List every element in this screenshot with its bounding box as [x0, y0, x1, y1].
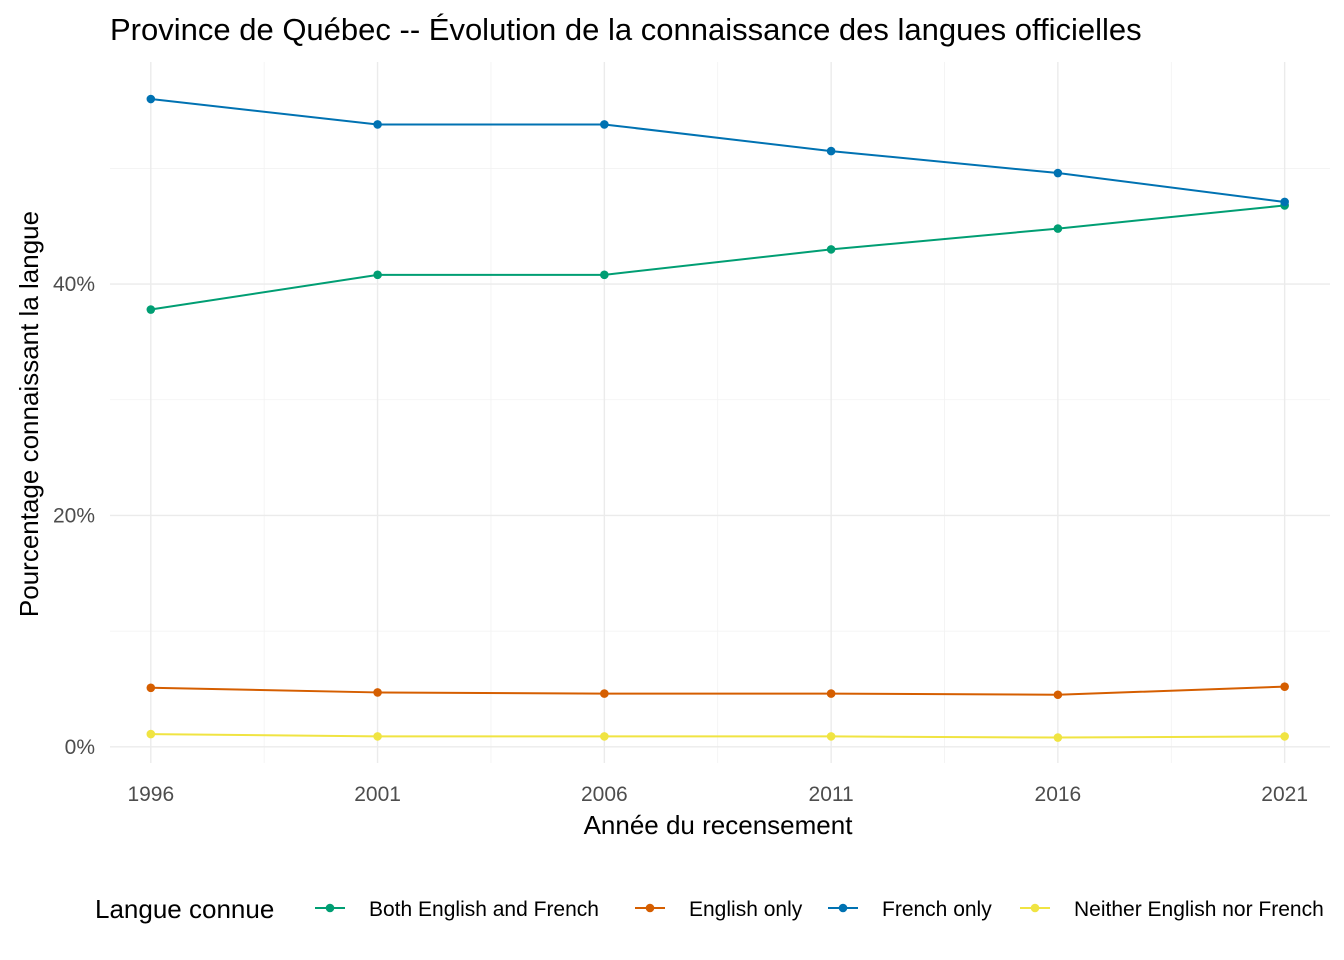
series-points	[146, 94, 1289, 742]
data-point-english-only	[1053, 690, 1063, 700]
data-point-both-english-and-french	[146, 305, 156, 314]
x-axis-tick-labels: 1996 2001 2006 2011 2016 2021	[127, 783, 1308, 806]
y-tick-label: 20%	[53, 504, 95, 527]
data-point-neither-english-nor-french	[1280, 732, 1289, 741]
data-point-french-only	[146, 94, 156, 104]
series-line-both-english-and-french	[150, 204, 1285, 311]
x-tick-label: 1996	[127, 783, 174, 806]
data-point-both-english-and-french	[1053, 224, 1063, 233]
legend-key-point-english-only	[645, 903, 655, 913]
chart-title: Province de Québec -- Évolution de la co…	[110, 12, 1142, 47]
y-tick-label: 40%	[53, 273, 95, 296]
data-point-french-only	[600, 120, 609, 129]
data-point-english-only	[1280, 682, 1289, 691]
data-point-english-only	[146, 683, 156, 693]
x-tick-label: 2011	[809, 783, 854, 806]
data-point-english-only	[600, 689, 609, 698]
data-point-neither-english-nor-french	[146, 729, 156, 739]
legend-key-point-french-only	[838, 903, 848, 913]
data-point-french-only	[373, 120, 382, 129]
data-point-both-english-and-french	[600, 270, 609, 280]
x-tick-label: 2001	[354, 783, 401, 806]
data-point-english-only	[826, 689, 836, 698]
legend-label-french-only: French only	[882, 898, 992, 921]
x-axis-title: Année du recensement	[584, 810, 854, 840]
series-lines	[150, 98, 1285, 739]
legend: Langue connue Both English and French Eng…	[95, 894, 1324, 924]
legend-key-point-neither-english-nor-french	[1030, 903, 1040, 913]
series-line-french-only	[150, 98, 1285, 203]
x-tick-label: 2006	[581, 783, 628, 806]
data-point-neither-english-nor-french	[373, 732, 382, 741]
data-point-french-only	[1053, 168, 1063, 178]
data-point-neither-english-nor-french	[826, 732, 836, 741]
y-axis-title: Pourcentage connaissant la langue	[14, 211, 44, 617]
legend-title: Langue connue	[95, 894, 274, 924]
series-line-english-only	[150, 685, 1285, 696]
data-point-french-only	[1280, 197, 1289, 207]
data-point-both-english-and-french	[826, 245, 836, 254]
legend-label-neither-english-nor-french: Neither English nor French	[1074, 898, 1324, 921]
legend-key-point-both-english-and-french	[325, 903, 335, 913]
data-point-neither-english-nor-french	[600, 732, 609, 741]
data-point-french-only	[826, 146, 836, 156]
grid-lines	[110, 62, 1330, 763]
legend-label-both-english-and-french: Both English and French	[369, 898, 599, 921]
legend-label-english-only: English only	[689, 898, 803, 921]
y-tick-label: 0%	[65, 736, 95, 759]
data-point-neither-english-nor-french	[1053, 733, 1063, 742]
x-tick-label: 2021	[1261, 783, 1308, 806]
data-point-both-english-and-french	[373, 270, 382, 280]
y-axis-tick-labels: 0% 20% 40%	[53, 273, 95, 759]
data-point-english-only	[373, 688, 382, 697]
series-line-neither-english-nor-french	[150, 733, 1285, 739]
x-tick-label: 2016	[1035, 783, 1082, 806]
